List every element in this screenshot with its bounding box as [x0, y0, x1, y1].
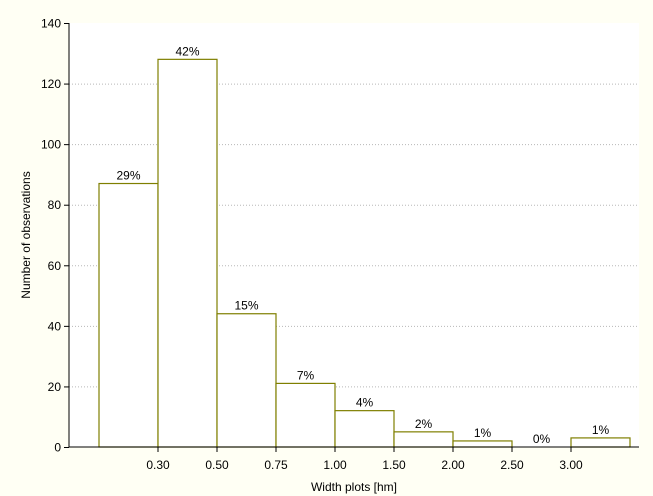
y-tick-label: 80: [48, 198, 62, 212]
x-tick-label: 1.00: [323, 458, 347, 472]
x-axis-title: Width plots [hm]: [311, 480, 397, 494]
histogram-bar: [570, 437, 631, 448]
x-tick-label: 2.00: [441, 458, 465, 472]
bar-percent-label: 15%: [234, 299, 258, 313]
histogram-bar: [393, 431, 454, 448]
histogram-bar: [452, 440, 513, 448]
bar-percent-label: 29%: [116, 169, 140, 183]
histogram-bar: [334, 410, 395, 448]
x-tick-label: 0.50: [205, 458, 229, 472]
histogram-bar: [98, 182, 159, 448]
y-tick-label: 40: [48, 319, 62, 333]
x-axis-ticks: 0.30 0.50 0.75 1.00 1.50 2.00 2.50 3.00: [146, 447, 583, 472]
x-tick-label: 0.75: [264, 458, 288, 472]
bar-percent-label: 0%: [533, 432, 551, 446]
y-tick-label: 140: [41, 17, 61, 31]
bar-labels: 29% 42% 15% 7% 4% 2% 1% 0% 1%: [116, 44, 609, 446]
histogram-bar: [275, 382, 336, 448]
x-tick-label: 2.50: [500, 458, 524, 472]
y-tick-label: 20: [48, 380, 62, 394]
x-tick-label: 3.00: [559, 458, 583, 472]
bar-percent-label: 42%: [175, 44, 199, 58]
x-tick-label: 1.50: [382, 458, 406, 472]
y-tick-label: 100: [41, 138, 61, 152]
bar-percent-label: 1%: [474, 426, 492, 440]
y-tick-label: 0: [54, 441, 61, 455]
x-tick-label: 0.30: [146, 458, 170, 472]
y-axis-ticks: 0 20 40 60 80 100 120 140: [41, 17, 69, 455]
y-axis-title: Number of observations: [19, 171, 33, 298]
y-tick-label: 60: [48, 259, 62, 273]
bar-percent-label: 2%: [415, 417, 433, 431]
grid-lines: [69, 83, 639, 388]
bars: [98, 58, 631, 448]
histogram-bar: [157, 58, 218, 448]
histogram-bar: [216, 313, 277, 448]
y-tick-label: 120: [41, 77, 61, 91]
bar-percent-label: 1%: [592, 423, 610, 437]
bar-percent-label: 7%: [297, 368, 315, 382]
bar-percent-label: 4%: [356, 396, 374, 410]
